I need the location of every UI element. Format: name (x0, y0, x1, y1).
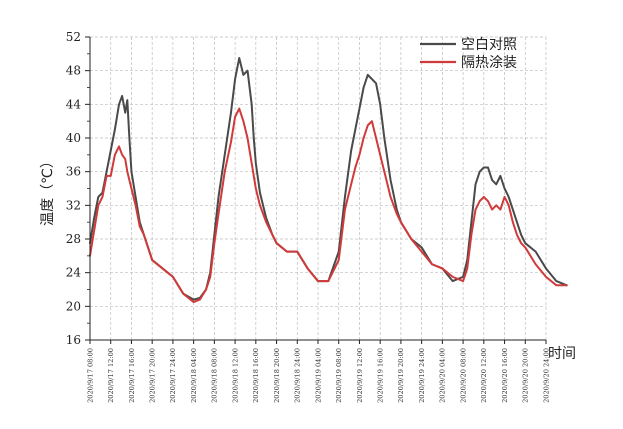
x-tick-layer: 2020/9/17 08:00 2020/9/17 12:00 2020/9/17 … (86, 340, 550, 403)
x-tick-label: 2020/9/17 20:00 (148, 348, 156, 403)
x-tick-label: 2020/9/20 12:00 (480, 348, 488, 403)
x-tick-label: 2020/9/20 04:00 (439, 348, 447, 403)
x-tick-label: 2020/9/17 24:00 (169, 348, 177, 403)
x-tick-label: 2020/9/18 20:00 (273, 348, 281, 403)
x-tick-label: 2020/9/19 20:00 (397, 348, 405, 403)
y-tick-label: 44 (66, 97, 82, 111)
y-tick-label: 28 (66, 232, 81, 246)
legend-label-0: 空白对照 (461, 37, 517, 53)
y-tick-label: 40 (66, 131, 81, 145)
y-tick-label: 52 (66, 30, 81, 44)
y-axis-label: 温度（℃） (40, 154, 56, 226)
x-tick-label: 2020/9/18 08:00 (211, 348, 219, 403)
x-tick-label: 2020/9/20 20:00 (522, 348, 530, 403)
x-tick-label: 2020/9/20 08:00 (459, 348, 467, 403)
x-axis-label: 时间 (548, 346, 576, 362)
y-tick-label: 36 (66, 165, 81, 179)
x-tick-label: 2020/9/19 08:00 (335, 348, 343, 403)
x-tick-label: 2020/9/17 16:00 (128, 348, 136, 403)
y-tick-label: 20 (66, 299, 81, 313)
y-tick-label: 16 (66, 333, 81, 347)
legend: 空白对照 隔热涂装 (420, 37, 517, 71)
x-tick-label: 2020/9/19 16:00 (376, 348, 384, 403)
y-tick-layer: 16 20 24 28 32 36 40 44 48 52 (66, 30, 90, 347)
grid-layer (90, 36, 547, 340)
series-line-0 (89, 57, 568, 301)
x-tick-label: 2020/9/17 08:00 (86, 348, 94, 403)
y-tick-label: 24 (66, 266, 82, 280)
x-tick-label: 2020/9/17 12:00 (107, 348, 115, 403)
x-tick-label: 2020/9/18 16:00 (252, 348, 260, 403)
y-tick-label: 48 (66, 64, 81, 78)
x-tick-label: 2020/9/19 24:00 (418, 348, 426, 403)
x-tick-label: 2020/9/18 12:00 (231, 348, 239, 403)
x-tick-label: 2020/9/19 12:00 (356, 348, 364, 403)
x-tick-label: 2020/9/18 04:00 (190, 348, 198, 403)
legend-label-1: 隔热涂装 (461, 55, 517, 71)
x-tick-label: 2020/9/19 04:00 (314, 348, 322, 403)
x-tick-label: 2020/9/18 24:00 (294, 348, 302, 403)
series-line-1 (89, 107, 568, 304)
x-tick-label: 2020/9/20 16:00 (501, 348, 509, 403)
x-tick-label: 2020/9/20 24:00 (542, 348, 550, 403)
y-tick-label: 32 (66, 198, 81, 212)
series-layer (89, 57, 568, 304)
